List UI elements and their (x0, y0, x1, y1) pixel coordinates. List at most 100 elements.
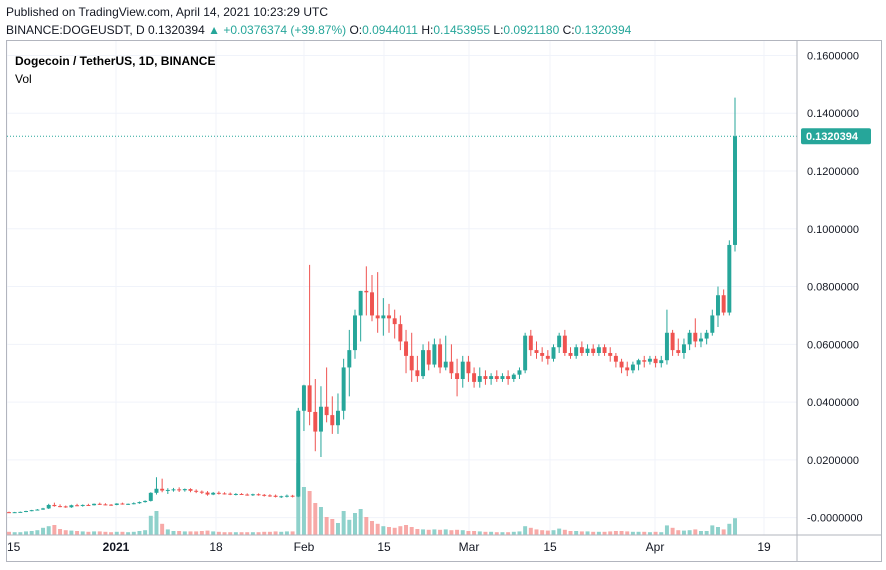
candle-body (625, 367, 630, 371)
volume-bar (69, 530, 74, 535)
volume-bar (653, 531, 658, 535)
candle-body (511, 374, 516, 379)
candle-body (602, 347, 607, 353)
volume-bar (426, 529, 431, 535)
candle-body (24, 511, 29, 513)
close-label: C: (562, 23, 575, 37)
volume-bar (352, 513, 357, 535)
volume-bar (284, 531, 289, 535)
volume-bar (188, 531, 193, 535)
candle-body (245, 494, 250, 496)
candle-body (7, 512, 11, 514)
candle-body (653, 358, 658, 364)
candle-body (687, 332, 692, 345)
candle-body (262, 494, 267, 496)
candle-body (494, 376, 499, 379)
volume-bar (35, 530, 40, 535)
candle-body (216, 492, 221, 494)
quote-line: BINANCE:DOGEUSDT, D 0.1320394 ▲ +0.03763… (6, 23, 631, 37)
candle-body (670, 332, 675, 351)
volume-bar (335, 523, 340, 535)
volume-bar (279, 531, 284, 535)
candle-body (341, 367, 346, 411)
candle-body (358, 290, 363, 316)
candle-body (330, 415, 335, 426)
volume-bar (659, 532, 664, 535)
candle-body (109, 504, 114, 506)
candle-body (659, 360, 664, 364)
volume-bar (715, 527, 720, 535)
volume-bar (642, 531, 647, 535)
candle-body (642, 360, 647, 362)
volume-bar (630, 531, 635, 535)
candle-body (608, 353, 613, 356)
volume-bar (41, 527, 46, 535)
volume-bar (608, 531, 613, 535)
time-tick-label: 2021 (103, 540, 130, 554)
volume-bar (205, 530, 210, 535)
candle-body (585, 348, 590, 353)
candle-body (307, 385, 312, 412)
price-tick-label: 0.1000000 (807, 224, 859, 236)
volume-bar (596, 531, 601, 535)
candle-body (12, 512, 17, 514)
candle-body (29, 510, 34, 512)
last-price: 0.1320394 (148, 23, 205, 37)
candle-body (92, 503, 97, 506)
volume-bar (273, 531, 278, 535)
candle-body (296, 410, 301, 497)
candle-body (727, 244, 732, 313)
chart-frame[interactable]: 0.1600000 0.1400000 0.1200000 0.1000000 0.08… (6, 40, 882, 562)
candle-body (171, 489, 176, 491)
volume-bar (262, 531, 267, 535)
price-tick-label: 0.1400000 (807, 108, 859, 120)
volume-bar (551, 530, 556, 535)
volume-bar (557, 528, 562, 535)
volume-bar (727, 523, 732, 535)
volume-bar (409, 527, 414, 535)
volume-bar (46, 526, 51, 535)
volume-bar (613, 531, 618, 535)
candle-body (137, 502, 142, 504)
volume-bar (177, 531, 182, 535)
candle-body (352, 315, 357, 351)
close-value: 0.1320394 (574, 23, 632, 37)
candle-body (387, 315, 392, 319)
candle-body (636, 360, 641, 365)
volume-bar (574, 531, 579, 535)
candle-body (324, 406, 329, 416)
low-value: 0.0921180 (503, 23, 560, 37)
volume-bar (364, 517, 369, 535)
candle-body (114, 503, 119, 505)
candle-body (347, 350, 352, 368)
time-axis: 15 2021 18 Feb 15 Mar 15 Apr 19 (7, 534, 881, 554)
volume-bar (500, 532, 505, 535)
volume-bar (489, 531, 494, 535)
volume-bar (710, 525, 715, 535)
candle-body (472, 373, 477, 382)
price-chart[interactable]: 0.1600000 0.1400000 0.1200000 0.1000000 0.08… (7, 41, 881, 561)
candle-body (239, 493, 244, 495)
volume-bar (387, 527, 392, 535)
candle-body (335, 410, 340, 426)
candle-body (222, 493, 227, 495)
candle-body (313, 411, 318, 432)
volume-bar (154, 511, 159, 535)
candle-body (284, 495, 289, 497)
grid-lines (7, 41, 797, 535)
volume-bar (698, 531, 703, 535)
volume-bars (7, 463, 737, 535)
legend-volume: Vol (15, 72, 32, 86)
volume-bar (511, 531, 516, 535)
candle-body (375, 315, 380, 319)
candle-body (63, 506, 68, 508)
volume-bar (579, 531, 584, 535)
time-tick-label: 15 (377, 540, 391, 554)
volume-bar (562, 529, 567, 535)
volume-bar (92, 531, 97, 535)
candle-body (58, 506, 63, 508)
candle-body (154, 488, 159, 493)
volume-bar (228, 532, 233, 535)
volume-bar (404, 525, 409, 535)
candle-body (177, 489, 182, 491)
